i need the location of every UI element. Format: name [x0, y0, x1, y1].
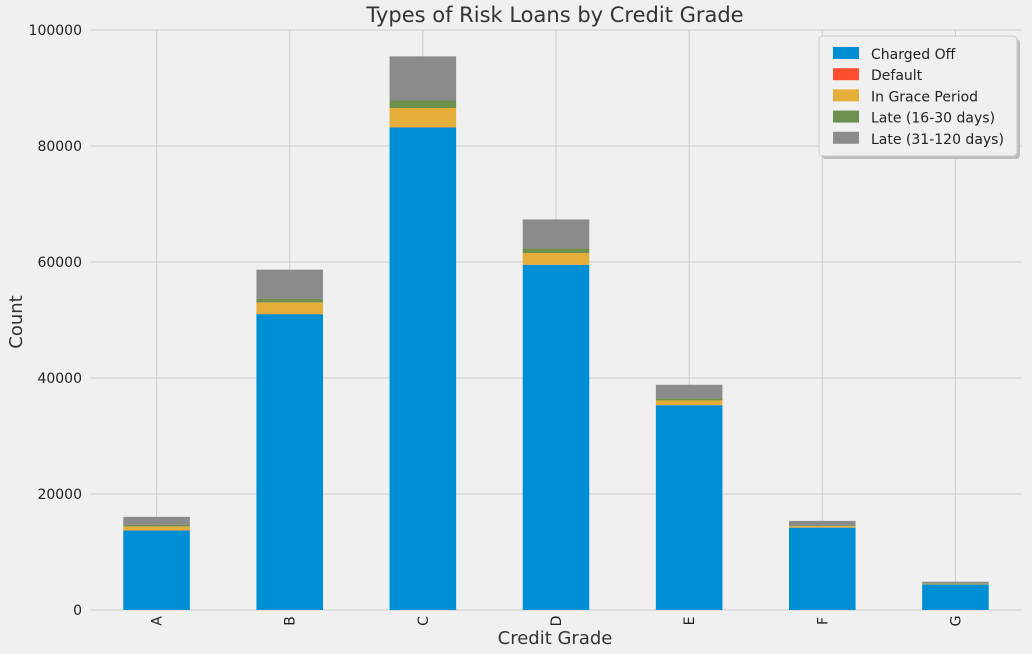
bar-segment — [789, 525, 856, 527]
x-tick-label: G — [948, 616, 964, 627]
bar-segment — [522, 264, 590, 610]
y-axis-label: Count — [6, 295, 27, 348]
legend-label: Late (16-30 days) — [871, 111, 995, 127]
bar-segment — [256, 298, 323, 303]
bar-segment — [123, 530, 190, 610]
bar-segment — [389, 56, 457, 101]
legend-swatch — [833, 68, 859, 81]
legend-items: Charged Off Default In Grace Period Late (1… — [833, 47, 1004, 148]
legend: Charged Off Default In Grace Period Late (1… — [818, 35, 1020, 159]
x-tick-label: B — [283, 616, 299, 626]
bar-segment — [522, 248, 590, 254]
bar-segment — [522, 253, 590, 265]
x-axis-label: Credit Grade — [498, 628, 613, 649]
y-tick-label: 0 — [73, 603, 82, 619]
legend-swatch — [833, 131, 859, 144]
y-tick-label: 40000 — [37, 371, 82, 387]
bar-segment — [123, 526, 190, 531]
bar-segment — [922, 583, 989, 585]
y-tick-label: 60000 — [37, 255, 82, 271]
x-tick-label: E — [682, 617, 698, 626]
x-tick-label: A — [150, 616, 166, 626]
bar-segment — [655, 400, 723, 406]
bars — [123, 56, 989, 610]
bar-segment — [522, 219, 590, 249]
bar-segment — [922, 584, 989, 610]
y-tick-label: 80000 — [37, 139, 82, 155]
y-tick-labels: 0 20000 40000 60000 80000 100000 — [29, 23, 82, 619]
bar-segment — [655, 398, 723, 401]
legend-box — [818, 35, 1018, 157]
legend-label: In Grace Period — [871, 89, 978, 105]
y-tick-label: 100000 — [29, 23, 82, 39]
bar-segment — [389, 108, 457, 128]
x-tick-labels: A B C D E F G — [150, 616, 965, 627]
bar-segment — [256, 269, 323, 299]
bar-segment — [123, 516, 190, 525]
x-tick-label: D — [549, 616, 565, 627]
bar-segment — [389, 100, 457, 109]
chart-title: Types of Risk Loans by Credit Grade — [365, 3, 743, 27]
legend-label: Default — [871, 68, 923, 84]
bar-segment — [789, 520, 856, 526]
legend-swatch — [833, 110, 859, 123]
bar-segment — [789, 526, 856, 528]
legend-swatch — [833, 89, 859, 102]
bar-segment — [256, 302, 323, 315]
bar-segment — [123, 524, 190, 527]
bar-segment — [256, 314, 323, 610]
bar-segment — [655, 384, 723, 399]
x-tick-label: F — [815, 617, 831, 625]
legend-label: Charged Off — [871, 47, 956, 63]
bar-segment — [389, 127, 457, 610]
x-tick-label: C — [416, 616, 432, 626]
legend-swatch — [833, 47, 859, 59]
y-tick-label: 20000 — [37, 487, 82, 503]
bar-segment — [655, 405, 723, 610]
bar-segment — [922, 581, 989, 584]
bar-segment — [789, 527, 856, 610]
legend-label: Late (31-120 days) — [871, 132, 1004, 148]
